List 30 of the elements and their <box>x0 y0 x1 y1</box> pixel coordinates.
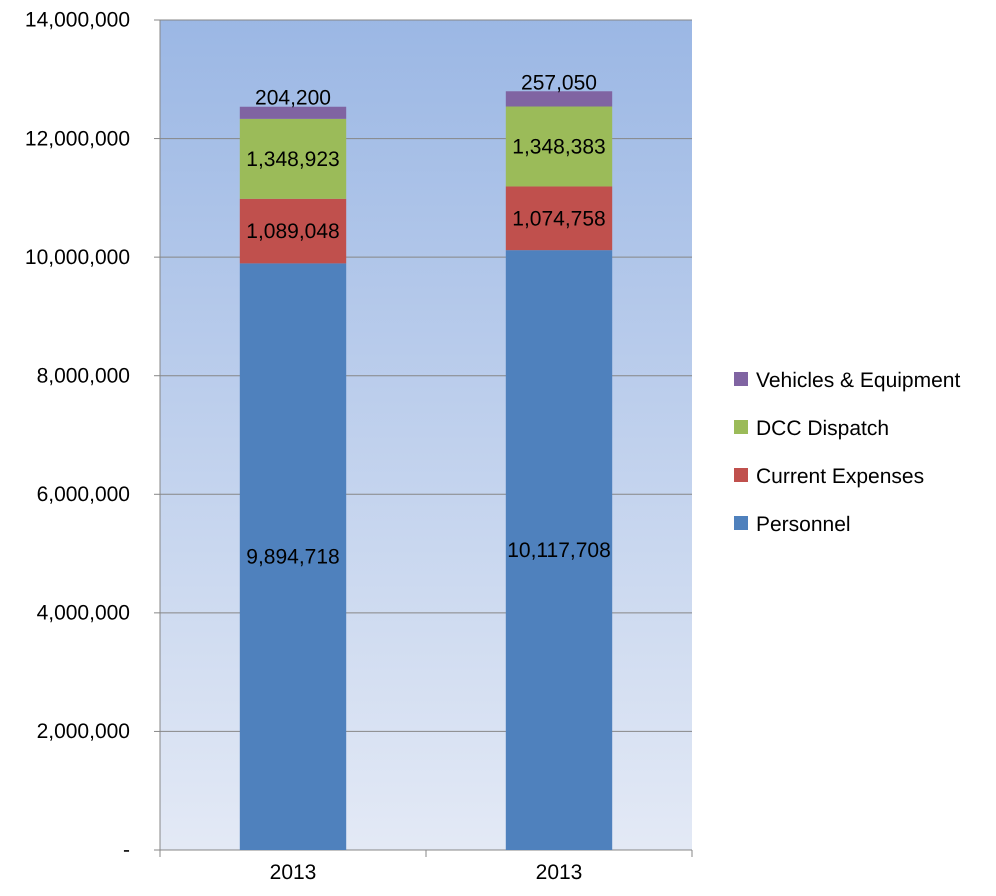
y-tick-label: 14,000,000 <box>24 8 130 32</box>
data-label: 257,050 <box>521 71 597 94</box>
data-label: 1,348,923 <box>246 148 340 171</box>
x-tick-label: 2013 <box>270 860 316 884</box>
bar <box>240 198 346 264</box>
y-tick-label: - <box>123 838 130 862</box>
data-label: 10,117,708 <box>507 539 611 562</box>
x-tick-label: 2013 <box>536 860 582 884</box>
legend-label: Current Expenses <box>756 465 924 488</box>
legend-label: DCC Dispatch <box>756 417 890 440</box>
bar <box>240 263 346 850</box>
data-label: 9,894,718 <box>246 546 340 569</box>
bar <box>506 91 612 107</box>
y-tick-label: 12,000,000 <box>24 127 130 150</box>
legend-label: Personnel <box>756 513 851 536</box>
bar <box>506 186 612 250</box>
data-label: 1,074,758 <box>512 207 606 230</box>
y-tick-label: 8,000,000 <box>36 364 130 388</box>
data-label: 1,348,383 <box>512 135 606 158</box>
bar <box>506 250 612 850</box>
data-label: 204,200 <box>255 86 331 110</box>
bar <box>240 118 346 199</box>
bar <box>506 106 612 186</box>
legend-label: Vehicles & Equipment <box>756 369 960 392</box>
y-tick-label: 6,000,000 <box>36 483 130 506</box>
y-tick-label: 10,000,000 <box>24 246 130 269</box>
y-tick-label: 2,000,000 <box>36 720 130 744</box>
y-tick-label: 4,000,000 <box>36 602 130 625</box>
data-label: 1,089,048 <box>246 220 340 244</box>
bar <box>240 106 346 119</box>
